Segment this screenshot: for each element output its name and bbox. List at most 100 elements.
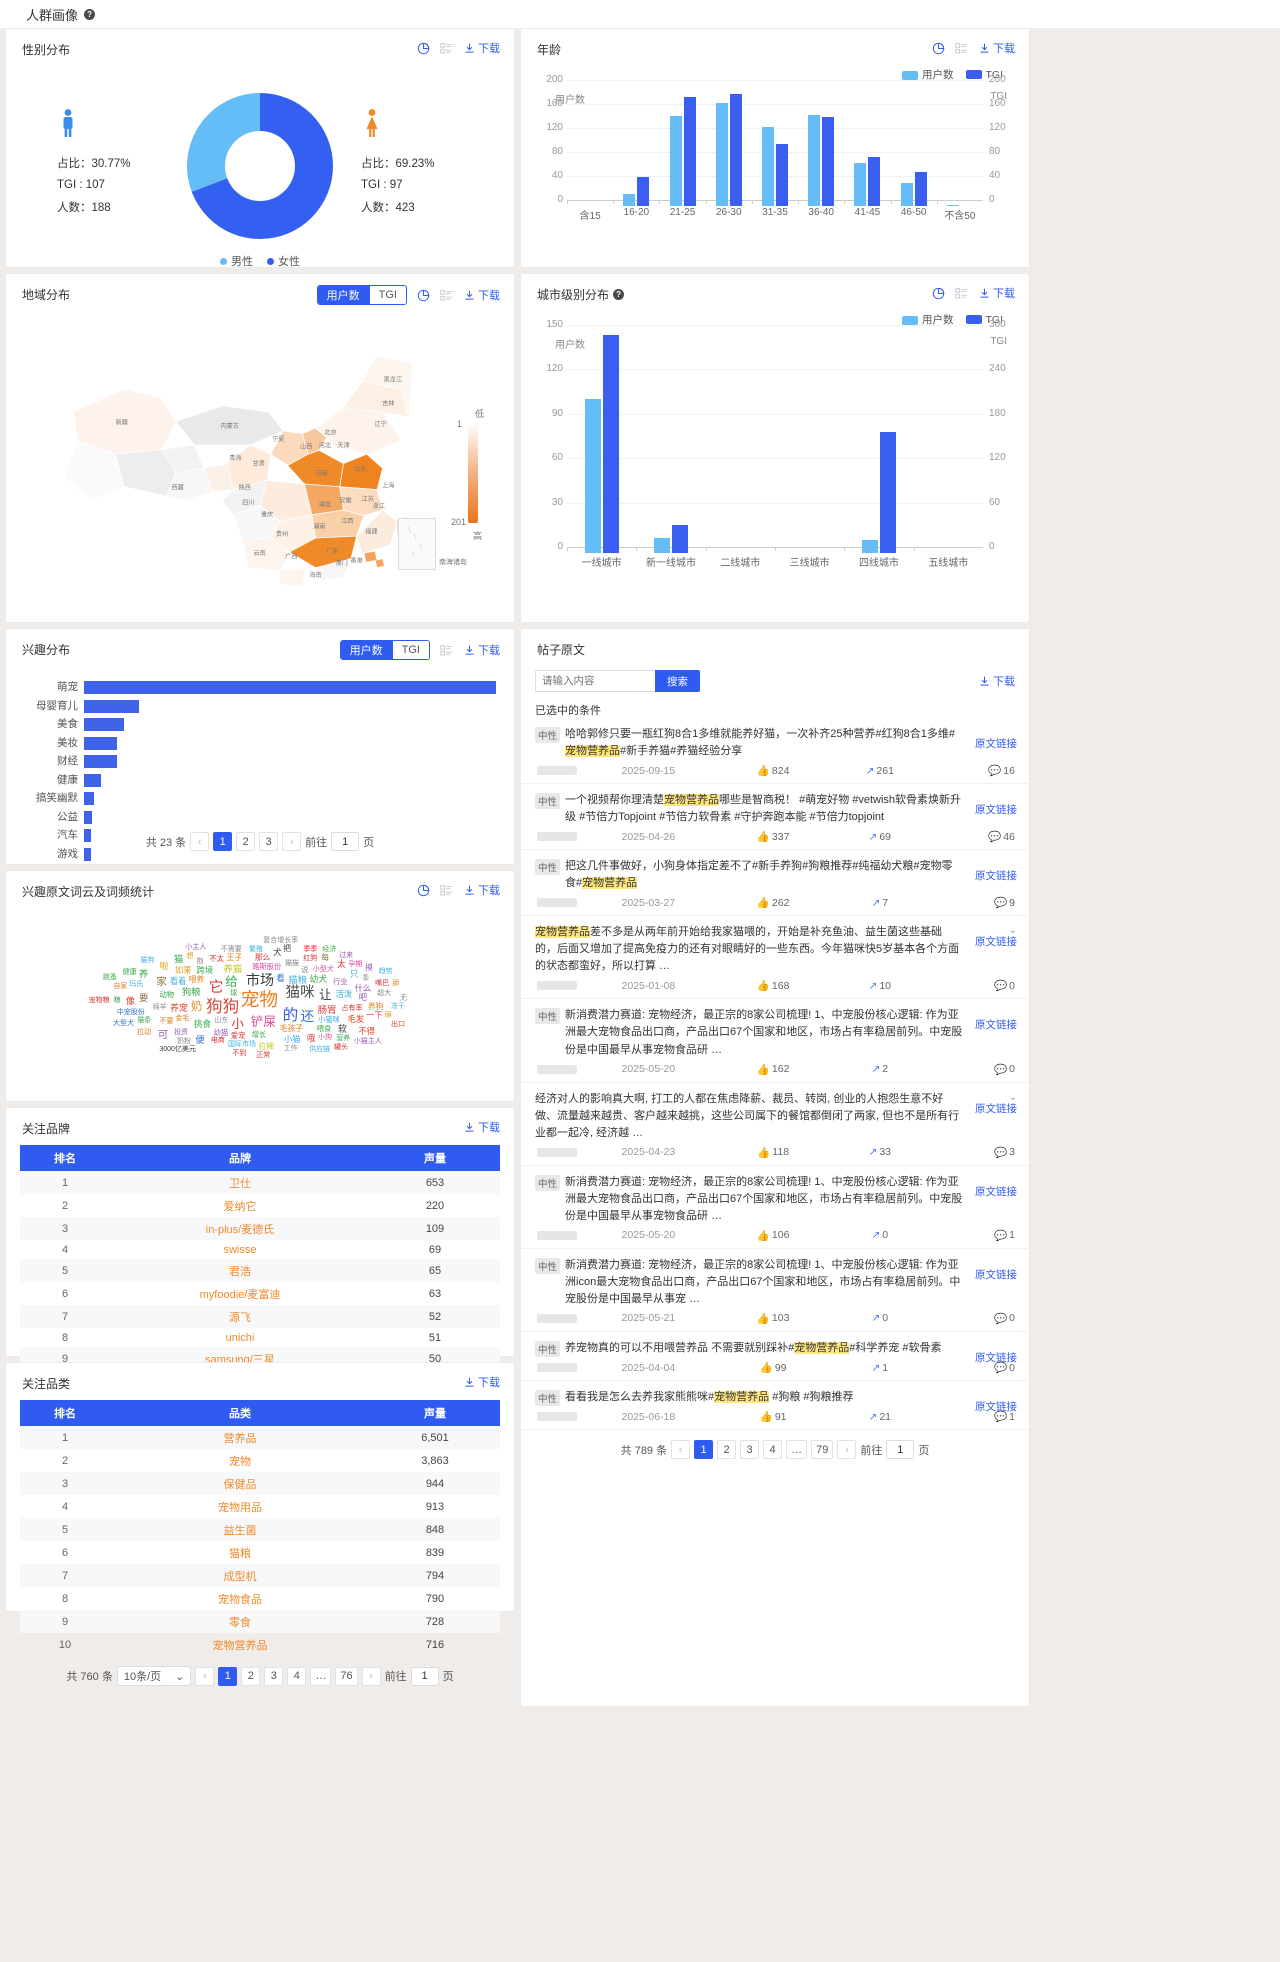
wordcloud-word[interactable]: 奶粉 [176, 1038, 191, 1046]
wordcloud-word[interactable]: 一下 [366, 1010, 383, 1021]
wordcloud-word[interactable]: 说 [301, 964, 309, 974]
wordcloud-word[interactable]: 跨境 [196, 965, 214, 976]
table-row[interactable]: 4 swisse 69 [20, 1240, 500, 1259]
bar-users[interactable] [900, 182, 913, 206]
wordcloud-word[interactable]: 国际市场 [227, 1041, 256, 1049]
post-source-link[interactable]: 原文链接 [975, 1268, 1017, 1281]
categories-download-button[interactable]: 下载 [463, 1374, 500, 1390]
table-row[interactable]: 3 保健品 944 [20, 1472, 500, 1495]
interest-metric-toggle[interactable]: 用户数 TGI [339, 640, 430, 660]
wordcloud-word[interactable]: 宠物 [240, 988, 279, 1010]
wordcloud-word[interactable]: 每 [321, 953, 330, 963]
interest-bar-row[interactable]: 游戏 [20, 847, 500, 861]
interest-toggle-tgi[interactable]: TGI [391, 641, 429, 659]
category-name[interactable]: 宠物食品 [218, 1593, 262, 1606]
wordcloud-word[interactable]: 抱 [196, 958, 204, 966]
table-row[interactable]: 2 爱纳它 220 [20, 1194, 500, 1217]
posts-page-ellipsis[interactable]: … [786, 1440, 808, 1460]
wordcloud-word[interactable]: 拉稀 [258, 1041, 275, 1051]
table-row[interactable]: 10 宠物营养品 716 [20, 1633, 500, 1656]
wordcloud-word[interactable]: 让 [319, 987, 332, 1002]
wordcloud-word[interactable]: 喂食 [316, 1024, 332, 1034]
legend-female[interactable]: 女性 [267, 253, 300, 269]
wordcloud-word[interactable]: 正常 [256, 1051, 271, 1059]
interest-prev-page[interactable]: ‹ [190, 832, 210, 851]
pie-chart-icon[interactable] [417, 884, 430, 897]
wordcloud-word[interactable]: 可 [157, 1030, 169, 1042]
table-view-icon[interactable] [440, 42, 453, 55]
table-row[interactable]: 8 宠物食品 790 [20, 1587, 500, 1610]
table-row[interactable]: 7 成型机 794 [20, 1564, 500, 1587]
table-row[interactable]: 9 零食 728 [20, 1610, 500, 1633]
wordcloud-word[interactable]: 王子 [226, 952, 243, 962]
wordcloud-word[interactable]: 不到 [232, 1049, 247, 1057]
posts-page-2[interactable]: 2 [717, 1440, 737, 1460]
interest-page-2[interactable]: 2 [236, 832, 256, 851]
gender-download-button[interactable]: 下载 [463, 40, 500, 56]
wordcloud-word[interactable]: 小 [231, 1017, 244, 1032]
wordcloud-word[interactable]: 营养 [336, 1034, 351, 1042]
bar-tgi[interactable] [729, 94, 742, 206]
table-view-icon[interactable] [440, 884, 453, 897]
wordcloud-word[interactable]: 供应链 [309, 1046, 331, 1054]
post-source-link[interactable]: 原文链接 [975, 1185, 1017, 1198]
brand-name[interactable]: in-plus/麦德氏 [205, 1223, 275, 1236]
interest-goto-input[interactable] [331, 832, 360, 851]
brand-name[interactable]: 源飞 [229, 1311, 251, 1324]
brand-name[interactable]: unichi [225, 1331, 255, 1344]
interest-bar-row[interactable]: 汽车 [20, 828, 500, 842]
wordcloud-word[interactable]: 什么 [354, 982, 372, 993]
bar-tgi[interactable] [683, 97, 696, 206]
wordcloud-word[interactable]: 跳蚤 [102, 973, 117, 981]
categories-page-3[interactable]: 3 [264, 1666, 284, 1686]
wordcloud-word[interactable]: 3000亿美元 [159, 1046, 196, 1054]
post-item[interactable]: 中性 把这几件事做好，小狗身体指定差不了#新手养狗#狗粮推荐#纯福幼犬粮#宠物零食… [521, 850, 1029, 917]
wordcloud-word[interactable]: 出口 [391, 1021, 406, 1029]
posts-page-4[interactable]: 4 [763, 1440, 783, 1460]
wordcloud-word[interactable]: 不需要 [220, 946, 242, 954]
wordcloud-word[interactable]: 肠胃 [317, 1005, 337, 1016]
bar-tgi[interactable] [602, 334, 619, 553]
age-legend-users[interactable]: 用户数 [902, 67, 954, 82]
chevron-down-icon[interactable]: ⌄ [1008, 925, 1017, 937]
age-legend-tgi[interactable]: TGI [965, 69, 1003, 81]
wordcloud-word[interactable]: 小狗 [318, 1033, 332, 1041]
posts-page-1[interactable]: 1 [694, 1440, 714, 1460]
wordcloud-word[interactable]: 狗粮 [181, 987, 201, 998]
question-icon[interactable]: ? [613, 289, 625, 300]
categories-page-4[interactable]: 4 [287, 1666, 307, 1686]
wordcloud-word[interactable]: 给 [225, 975, 238, 990]
post-source-link[interactable]: 原文链接 [975, 870, 1017, 883]
wordcloud-word[interactable]: 小型犬 [312, 966, 334, 974]
interest-bar-fill[interactable] [84, 736, 117, 750]
brand-name[interactable]: 君浩 [229, 1265, 251, 1278]
wordcloud-word[interactable]: 猫 [173, 953, 184, 964]
wordcloud-word[interactable]: 养狗 [367, 1001, 384, 1011]
categories-page-1[interactable]: 1 [218, 1666, 238, 1686]
post-item[interactable]: ⌄ 经济对人的影响真大啊, 打工的人都在焦虑降薪、裁员、转岗, 创业的人抱怨生意不… [521, 1083, 1029, 1166]
china-map-chart[interactable]: 新疆 内蒙古 黑龙江 吉林 辽宁 北京 天津 河北 山西 宁夏 青海 甘肃 陕西… [6, 303, 514, 618]
interest-bar-fill[interactable] [84, 699, 140, 713]
category-name[interactable]: 益生菌 [223, 1524, 257, 1537]
post-item[interactable]: 中性 养宠物真的可以不用喂营养品 不需要就别踩补#宠物营养品#科学养宠 #软骨素原… [521, 1332, 1029, 1382]
bar-users[interactable] [761, 126, 774, 206]
wordcloud-word[interactable]: 大型犬 [112, 1020, 134, 1028]
wordcloud-word[interactable]: 猫粮 [288, 974, 307, 985]
interest-bar-row[interactable]: 公益 [20, 810, 500, 824]
wordcloud-word[interactable]: 健康 [122, 969, 137, 977]
wordcloud-word[interactable]: 萌 [384, 1012, 392, 1020]
city-legend-users[interactable]: 用户数 [902, 312, 954, 327]
wordcloud-word[interactable]: 季季 [303, 946, 318, 954]
wordcloud-word[interactable]: 那么 [254, 953, 271, 963]
wordcloud-word[interactable]: 电商 [210, 1037, 225, 1045]
bar-tgi[interactable] [822, 116, 835, 206]
wordcloud-word[interactable]: 吧 [358, 992, 368, 1003]
table-row[interactable]: 1 营养品 6,501 [20, 1426, 500, 1449]
wordcloud-word[interactable]: 还 [300, 1008, 315, 1024]
bar-users[interactable] [584, 399, 601, 553]
post-source-link[interactable]: 原文链接 [975, 1019, 1017, 1032]
bar-users[interactable] [715, 103, 728, 206]
interest-bar-row[interactable]: 萌宠 [20, 680, 500, 694]
post-item[interactable]: 中性 哈哈郭修只要一瓶红狗8合1多维就能养好猫，一次补齐25种营养#红狗8合1多维… [521, 718, 1029, 785]
wordcloud-word[interactable]: 自家 [113, 983, 128, 991]
